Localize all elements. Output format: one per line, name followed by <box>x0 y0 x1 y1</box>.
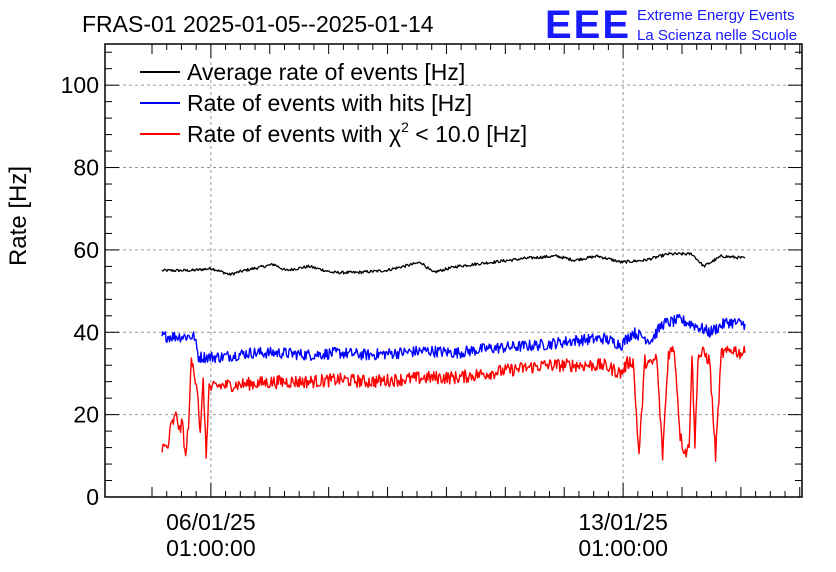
series-line-1 <box>161 251 746 276</box>
x-tick-label-time: 01:00:00 <box>166 535 256 561</box>
logo-line-2: La Scienza nelle Scuole <box>637 27 797 44</box>
y-tick-label: 60 <box>73 237 99 263</box>
legend-label-2: Rate of events with hits [Hz] <box>187 90 472 116</box>
series-layer <box>161 251 746 463</box>
y-tick-label: 0 <box>86 484 99 510</box>
legend-label-1: Average rate of events [Hz] <box>187 59 465 85</box>
axes: 02040608010006/01/2501:00:0013/01/2501:0… <box>61 43 803 561</box>
legend-label-3: Rate of events with χ2 < 10.0 [Hz] <box>187 119 527 147</box>
series-line-3 <box>161 345 746 463</box>
x-tick-label-date: 13/01/25 <box>578 509 668 535</box>
y-tick-label: 40 <box>73 319 99 345</box>
x-tick-label-time: 01:00:00 <box>578 535 668 561</box>
eee-logo: EEE Extreme Energy Events La Scienza nel… <box>545 3 797 47</box>
legend: Average rate of events [Hz] Rate of event… <box>140 59 527 147</box>
chart-title: FRAS-01 2025-01-05--2025-01-14 <box>82 11 434 37</box>
logo-line-1: Extreme Energy Events <box>637 7 795 24</box>
y-tick-label: 20 <box>73 402 99 428</box>
logo-mark: EEE <box>545 3 631 47</box>
x-tick-label-date: 06/01/25 <box>166 509 256 535</box>
y-tick-label: 80 <box>73 155 99 181</box>
grid <box>105 44 802 497</box>
y-axis-label: Rate [Hz] <box>5 166 32 266</box>
series-line-2 <box>161 313 746 364</box>
plot-frame <box>104 43 803 498</box>
y-tick-label: 100 <box>61 72 99 98</box>
